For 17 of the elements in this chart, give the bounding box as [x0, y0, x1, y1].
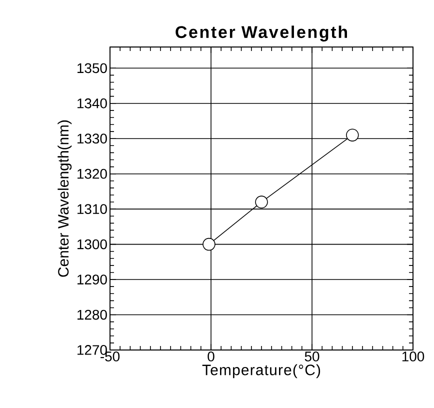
- y-tick-label: 1310: [78, 204, 107, 214]
- chart-title: Center Wavelength: [176, 26, 347, 42]
- y-tick-label: 1290: [78, 274, 107, 284]
- point: [202, 238, 216, 251]
- x-axis-title: Temperature(°C): [202, 364, 320, 378]
- y-tick-label: 1350: [78, 63, 107, 74]
- y-tick-label: 1340: [78, 98, 107, 108]
- x-tick-label: 100: [402, 352, 424, 362]
- y-tick-label: 1330: [78, 134, 107, 144]
- x-tick-label: 50: [304, 352, 320, 362]
- y-tick-label: 1320: [78, 168, 107, 179]
- point: [255, 196, 268, 208]
- y-tick-label: 1300: [78, 239, 107, 250]
- point: [346, 128, 359, 142]
- x-tick-label: 0: [208, 352, 214, 362]
- y-axis-title: Center Wavelength(nm): [58, 120, 72, 277]
- y-tick-label: 1280: [78, 310, 107, 320]
